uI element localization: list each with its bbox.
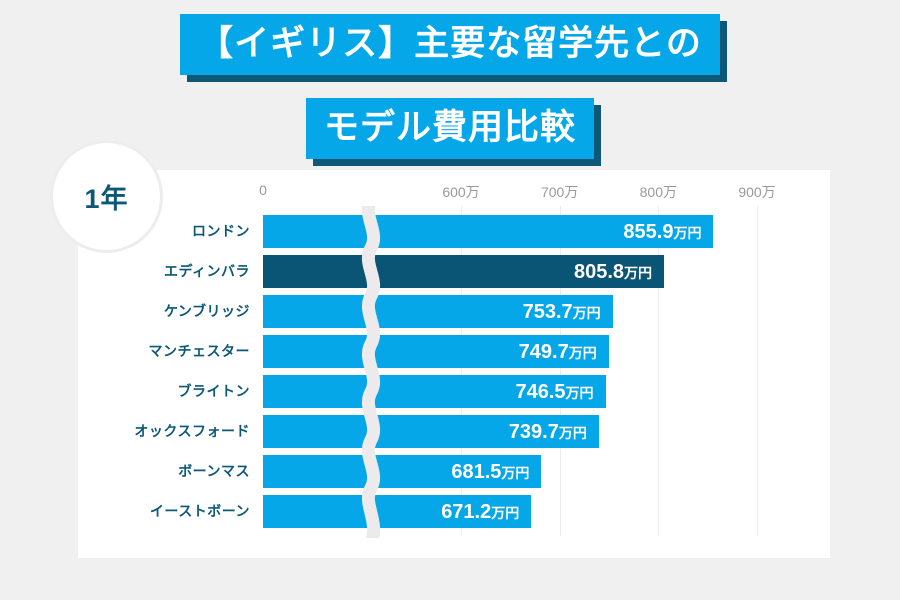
bar-value-label: 753.7万円 (523, 302, 613, 322)
bar-value-unit: 万円 (558, 424, 587, 441)
bar-category-label: ボーンマス (178, 463, 250, 479)
chart-bar-row: エディンバラ 805.8万円 (0, 255, 900, 288)
bar-value-label: 681.5万円 (451, 462, 541, 482)
bar-value-label: 746.5万円 (515, 382, 605, 402)
bar-category-label: マンチェスター (148, 343, 250, 359)
bar-category-label: ロンドン (192, 223, 250, 239)
bar-category-label: イーストボーン (149, 503, 250, 519)
axis-tick-label: 0 (259, 182, 267, 198)
chart-bar-row: ケンブリッジ 753.7万円 (0, 295, 900, 328)
bar-value-number: 753.7 (522, 300, 573, 323)
bar-value-number: 805.8 (573, 260, 625, 283)
page-title-line1: 【イギリス】主要な留学先との (180, 14, 720, 75)
bar-value-label: 739.7万円 (509, 422, 599, 442)
bar-value-number: 681.5 (451, 460, 502, 483)
gridline (757, 206, 758, 536)
bar-value-unit: 万円 (565, 384, 594, 401)
chart-bar: 855.9万円 (263, 215, 714, 248)
year-badge: 1年 (50, 140, 163, 253)
chart-bar-row: マンチェスター 749.7万円 (0, 335, 900, 368)
bar-value-unit: 万円 (624, 264, 653, 281)
bar-value-label: 805.8万円 (574, 262, 664, 282)
bar-value-number: 855.9 (623, 220, 674, 243)
bar-value-label: 749.7万円 (519, 342, 609, 362)
year-badge-label: 1年 (84, 184, 129, 214)
chart-bar: 749.7万円 (263, 335, 609, 368)
chart-bar: 671.2万円 (263, 495, 532, 528)
bar-category-label: オックスフォード (134, 423, 250, 439)
bar-value-unit: 万円 (673, 224, 702, 241)
chart-bar: 681.5万円 (263, 455, 542, 488)
chart-x-axis: 0 600万 700万 800万 900万 (78, 182, 830, 204)
bar-value-label: 855.9万円 (623, 222, 713, 242)
chart-bar-row: ロンドン 855.9万円 (0, 215, 900, 248)
bar-value-label: 671.2万円 (441, 502, 531, 522)
bar-value-unit: 万円 (501, 464, 530, 481)
chart-bar: 753.7万円 (263, 295, 613, 328)
bar-category-label: エディンバラ (163, 263, 250, 279)
gridline (559, 206, 561, 536)
gridline (461, 206, 462, 536)
chart-bar-row: オックスフォード 739.7万円 (0, 415, 900, 448)
chart-bars-container: ロンドン 855.9万円 エディンバラ 805.8万円 ケンブリッジ 753.7万円 マンチ… (0, 215, 900, 535)
chart-bar: 746.5万円 (263, 375, 606, 408)
bar-category-label: ブライトン (177, 383, 250, 399)
axis-tick-label: 700万 (540, 184, 579, 200)
axis-tick-label: 600万 (442, 184, 480, 200)
chart-bar-row: ボーンマス 681.5万円 (0, 455, 900, 488)
bar-value-number: 749.7 (518, 340, 569, 363)
bar-value-number: 739.7 (508, 420, 559, 443)
chart-bar: 739.7万円 (263, 415, 599, 448)
chart-bar-highlighted: 805.8万円 (263, 255, 665, 288)
gridline (658, 206, 660, 536)
page-title-line2: モデル費用比較 (305, 98, 594, 159)
bar-value-number: 746.5 (515, 380, 566, 403)
bar-category-label: ケンブリッジ (163, 303, 250, 319)
bar-value-unit: 万円 (568, 344, 597, 361)
axis-tick-label: 800万 (639, 184, 678, 200)
chart-gridlines (78, 206, 830, 536)
bar-value-unit: 万円 (491, 504, 520, 521)
bar-value-unit: 万円 (572, 304, 601, 321)
bar-value-number: 671.2 (441, 500, 492, 523)
chart-bar-row: ブライトン 746.5万円 (0, 375, 900, 408)
chart-bar-row: イーストボーン 671.2万円 (0, 495, 900, 528)
axis-tick-label: 900万 (738, 184, 776, 200)
title-banner-line1-wrap: 【イギリス】主要な留学先との (0, 14, 900, 75)
